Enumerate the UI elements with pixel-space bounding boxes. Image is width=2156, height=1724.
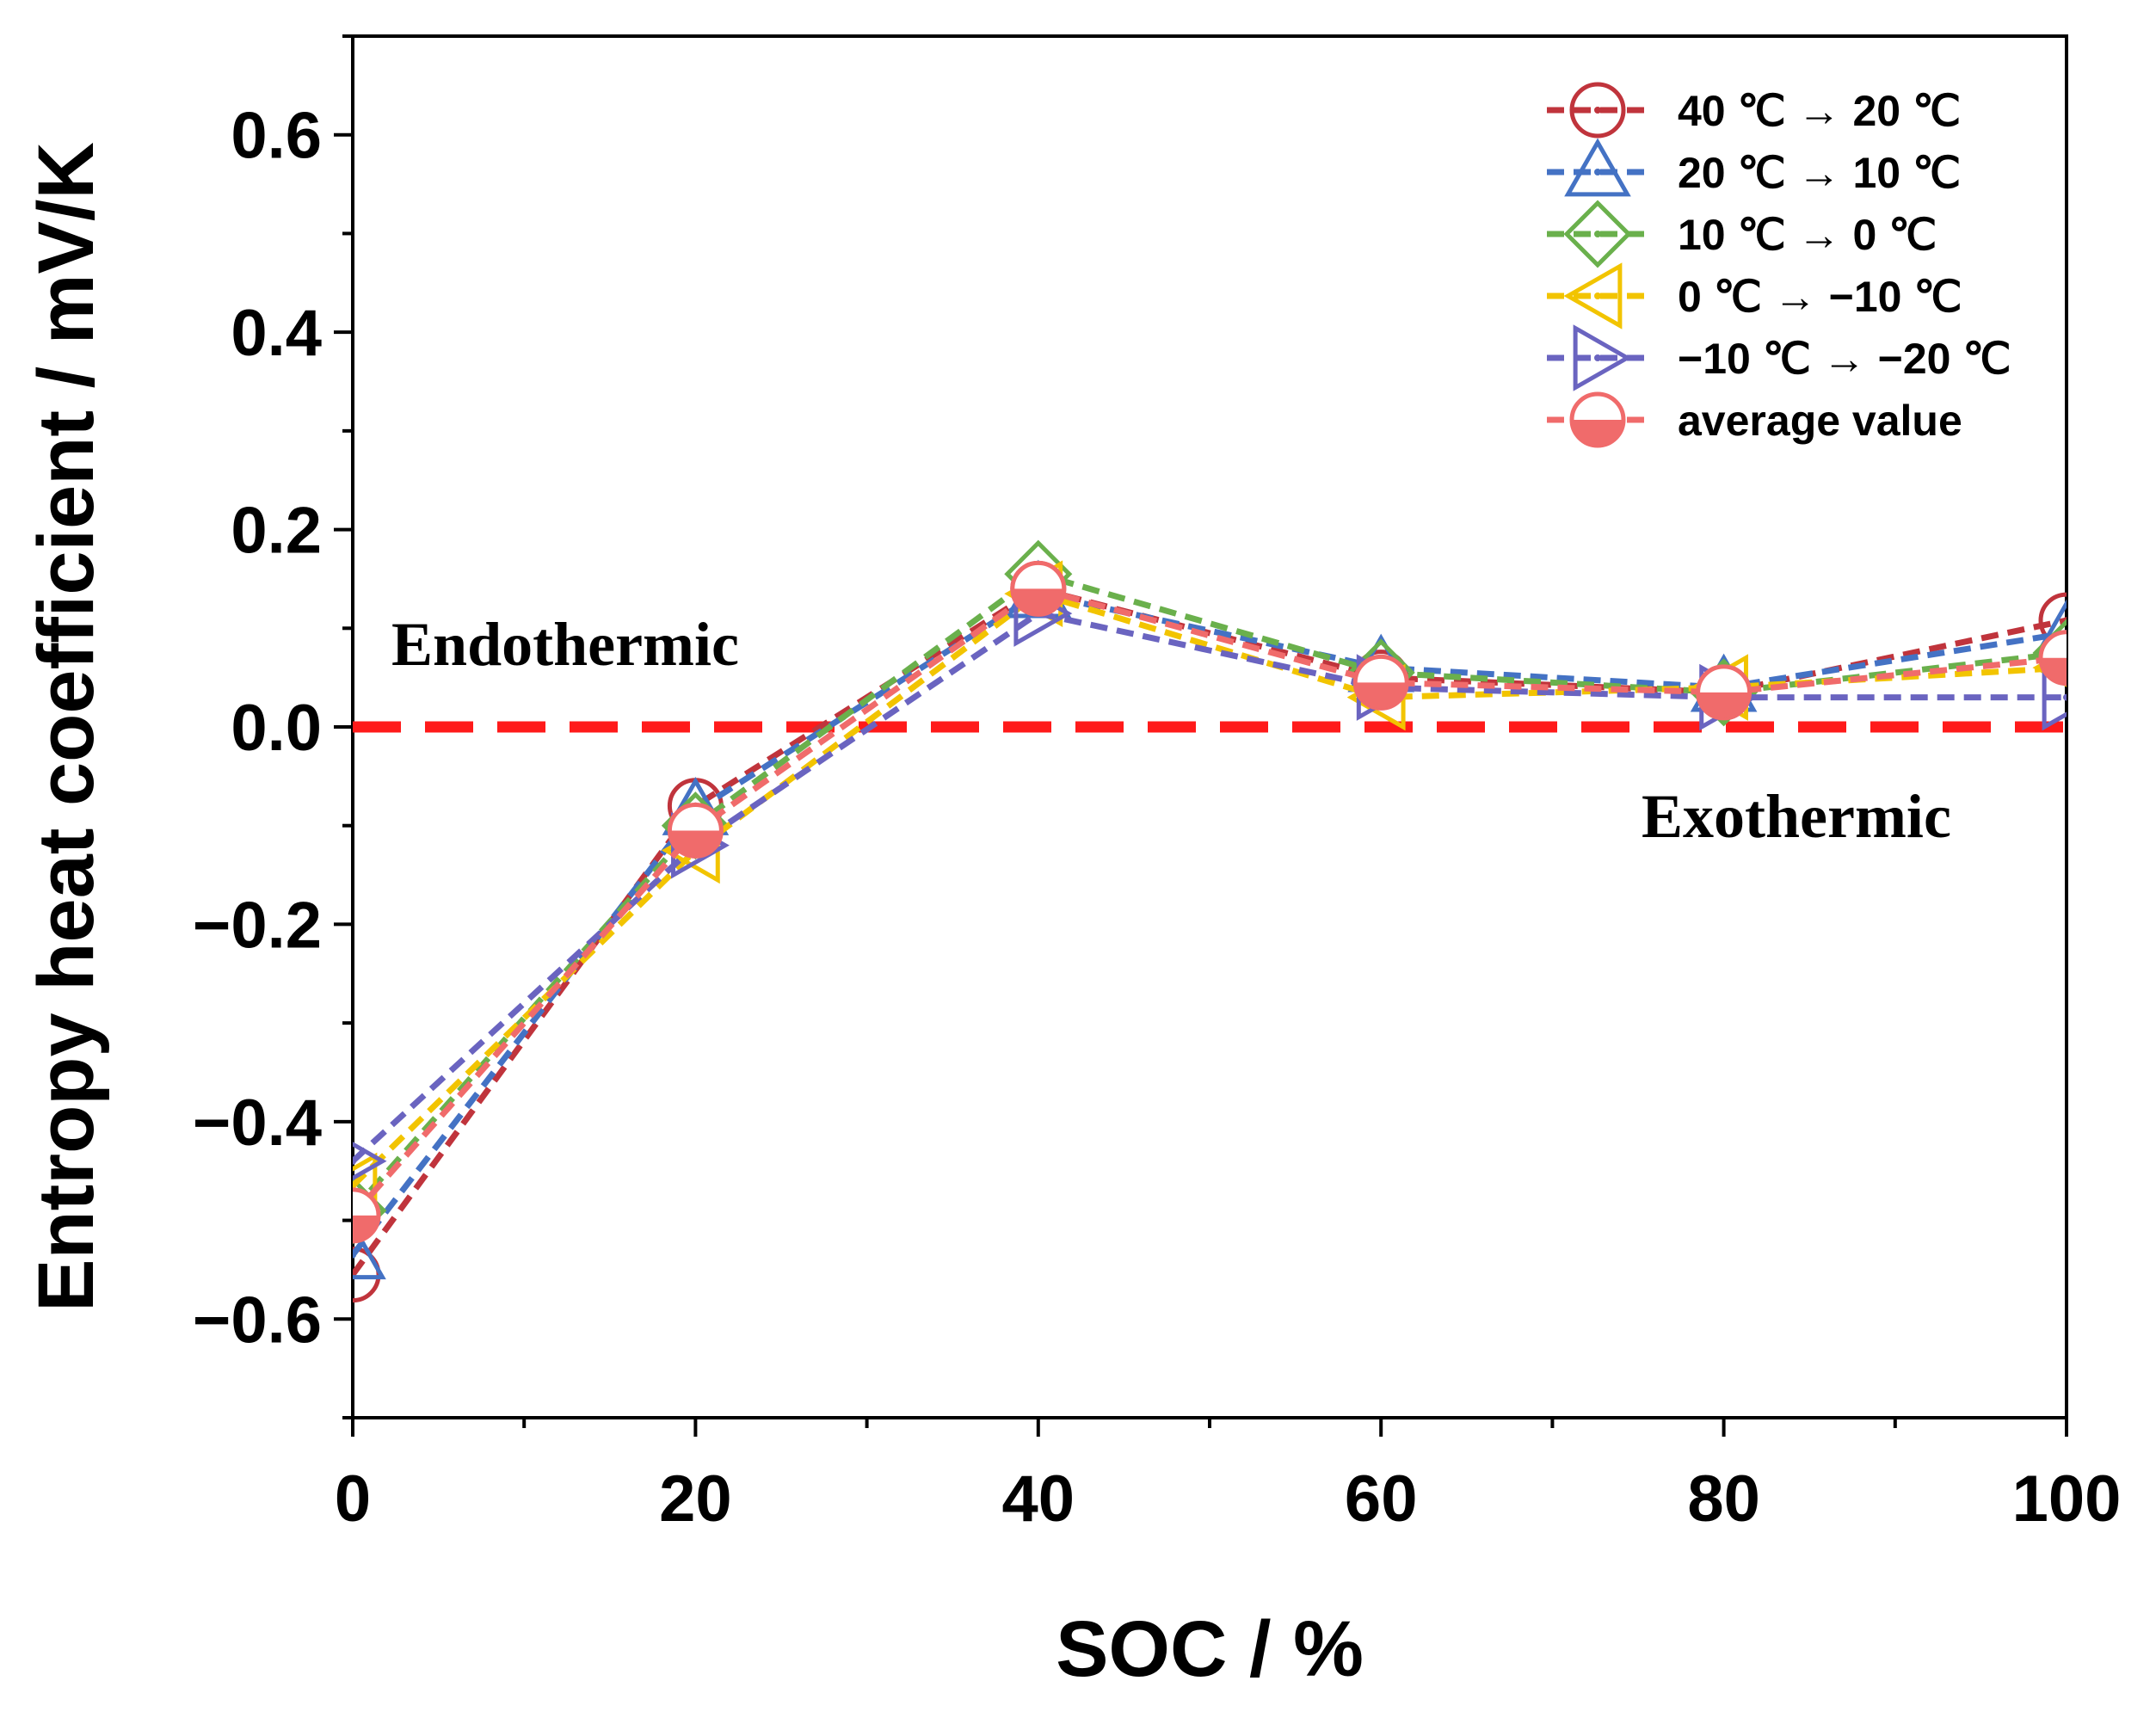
y-tick-label: 0.2 [231, 495, 322, 568]
x-tick-label: 40 [1002, 1462, 1075, 1536]
legend-marker [1564, 138, 1631, 197]
x-tick-label: 0 [335, 1462, 371, 1536]
series-line [353, 590, 2067, 1257]
x-tick-label: 60 [1345, 1462, 1418, 1536]
data-point-dot [353, 1157, 356, 1165]
series-line [353, 610, 2067, 1164]
y-tick-label: −0.2 [193, 889, 322, 962]
data-point-fill [669, 830, 722, 857]
x-tick-label: 20 [659, 1462, 732, 1536]
exothermic-label: Exothermic [1642, 782, 1951, 851]
legend-label: average value [1678, 397, 1962, 445]
legend-marker-fill [1572, 420, 1623, 446]
data-point-fill [1012, 588, 1064, 615]
x-tick-label: 80 [1687, 1462, 1760, 1536]
legend-label: 10 ℃ → 0 ℃ [1678, 211, 1937, 259]
data-point [353, 1152, 378, 1220]
data-point [353, 1221, 386, 1280]
legend-label: 20 ℃ → 10 ℃ [1678, 149, 1961, 197]
y-tick-label: 0.4 [231, 297, 322, 370]
legend-label: −10 ℃ → −20 ℃ [1678, 335, 2011, 383]
series-5 [353, 560, 2067, 1244]
y-tick-label: −0.4 [193, 1087, 322, 1160]
series-line [353, 570, 2067, 1213]
data-point-dot [2063, 693, 2067, 701]
x-axis-title: SOC / % [1056, 1605, 1364, 1693]
data-point-fill [353, 1215, 379, 1241]
y-tick-label: −0.6 [193, 1284, 322, 1357]
data-point-dot [353, 1251, 356, 1259]
data-point-fill [1355, 682, 1408, 709]
data-point [2042, 663, 2067, 731]
x-tick-label: 100 [2012, 1462, 2122, 1536]
legend-label: 40 ℃ → 20 ℃ [1678, 87, 1961, 135]
legend-marker [1563, 262, 1623, 329]
y-axis-title: Entropy heat coefficient / mV/K [22, 142, 110, 1312]
data-point [353, 1142, 387, 1181]
legend-marker-dot [1594, 107, 1601, 114]
data-point-fill [2041, 657, 2067, 684]
legend-marker [1569, 82, 1626, 139]
legend-marker-dot [1594, 231, 1601, 237]
legend-marker [1563, 200, 1632, 268]
data-point-fill [1697, 692, 1750, 718]
y-tick-label: 0.0 [231, 692, 322, 765]
data-point [2038, 592, 2067, 649]
legend-marker [1573, 324, 1632, 391]
legend-marker-dot [1594, 354, 1601, 361]
legend: 40 ℃ → 20 ℃ 20 ℃ → 10 ℃ 10 ℃ → 0 ℃ 0 ℃ → −1… [1547, 82, 2011, 448]
data-point [2033, 599, 2067, 658]
legend-label: 0 ℃ → −10 ℃ [1678, 273, 1962, 321]
legend-marker-dot [1594, 169, 1601, 175]
endothermic-label: Endothermic [391, 610, 739, 679]
series-group [353, 539, 2067, 1303]
legend-marker-dot [1594, 292, 1601, 299]
series-line [353, 585, 2067, 1218]
y-tick-label: 0.6 [231, 100, 322, 173]
